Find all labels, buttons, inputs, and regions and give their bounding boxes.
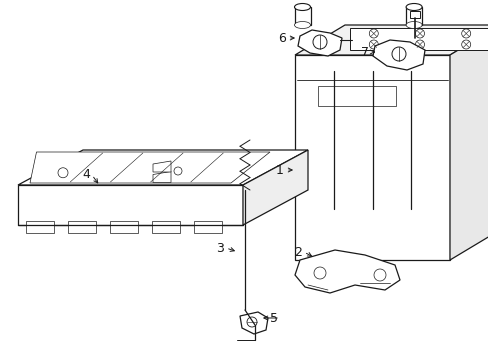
Bar	[152, 221, 180, 233]
Polygon shape	[153, 171, 171, 183]
Bar	[194, 221, 222, 233]
Circle shape	[246, 317, 257, 327]
Circle shape	[415, 29, 424, 38]
Polygon shape	[294, 25, 488, 55]
Polygon shape	[294, 250, 399, 293]
Bar	[68, 221, 96, 233]
Circle shape	[312, 35, 326, 49]
Ellipse shape	[294, 22, 310, 28]
Polygon shape	[372, 40, 424, 70]
Text: 5: 5	[269, 311, 278, 324]
Polygon shape	[240, 312, 267, 334]
Circle shape	[174, 167, 182, 175]
Text: 6: 6	[278, 31, 285, 45]
Polygon shape	[449, 25, 488, 260]
Polygon shape	[297, 30, 341, 56]
Polygon shape	[18, 185, 243, 225]
Polygon shape	[294, 7, 310, 25]
Ellipse shape	[405, 22, 421, 28]
Text: 3: 3	[216, 242, 224, 255]
Polygon shape	[243, 150, 307, 225]
Ellipse shape	[405, 4, 421, 10]
Text: 2: 2	[293, 246, 302, 258]
Polygon shape	[18, 150, 307, 185]
Polygon shape	[409, 11, 419, 18]
Circle shape	[368, 40, 378, 49]
Polygon shape	[294, 55, 449, 260]
Text: 7: 7	[360, 45, 368, 58]
Circle shape	[58, 168, 68, 178]
Circle shape	[368, 29, 378, 38]
Circle shape	[461, 40, 470, 49]
Polygon shape	[30, 152, 269, 183]
Circle shape	[461, 29, 470, 38]
Text: 4: 4	[82, 168, 90, 181]
Circle shape	[391, 47, 405, 61]
Ellipse shape	[294, 4, 310, 10]
Bar	[110, 221, 138, 233]
Circle shape	[415, 40, 424, 49]
Bar	[318, 86, 395, 106]
Bar	[349, 28, 488, 50]
Circle shape	[313, 267, 325, 279]
Polygon shape	[153, 161, 171, 172]
Bar	[26, 221, 54, 233]
Polygon shape	[405, 7, 421, 25]
Circle shape	[373, 269, 385, 281]
Text: 1: 1	[276, 163, 284, 176]
